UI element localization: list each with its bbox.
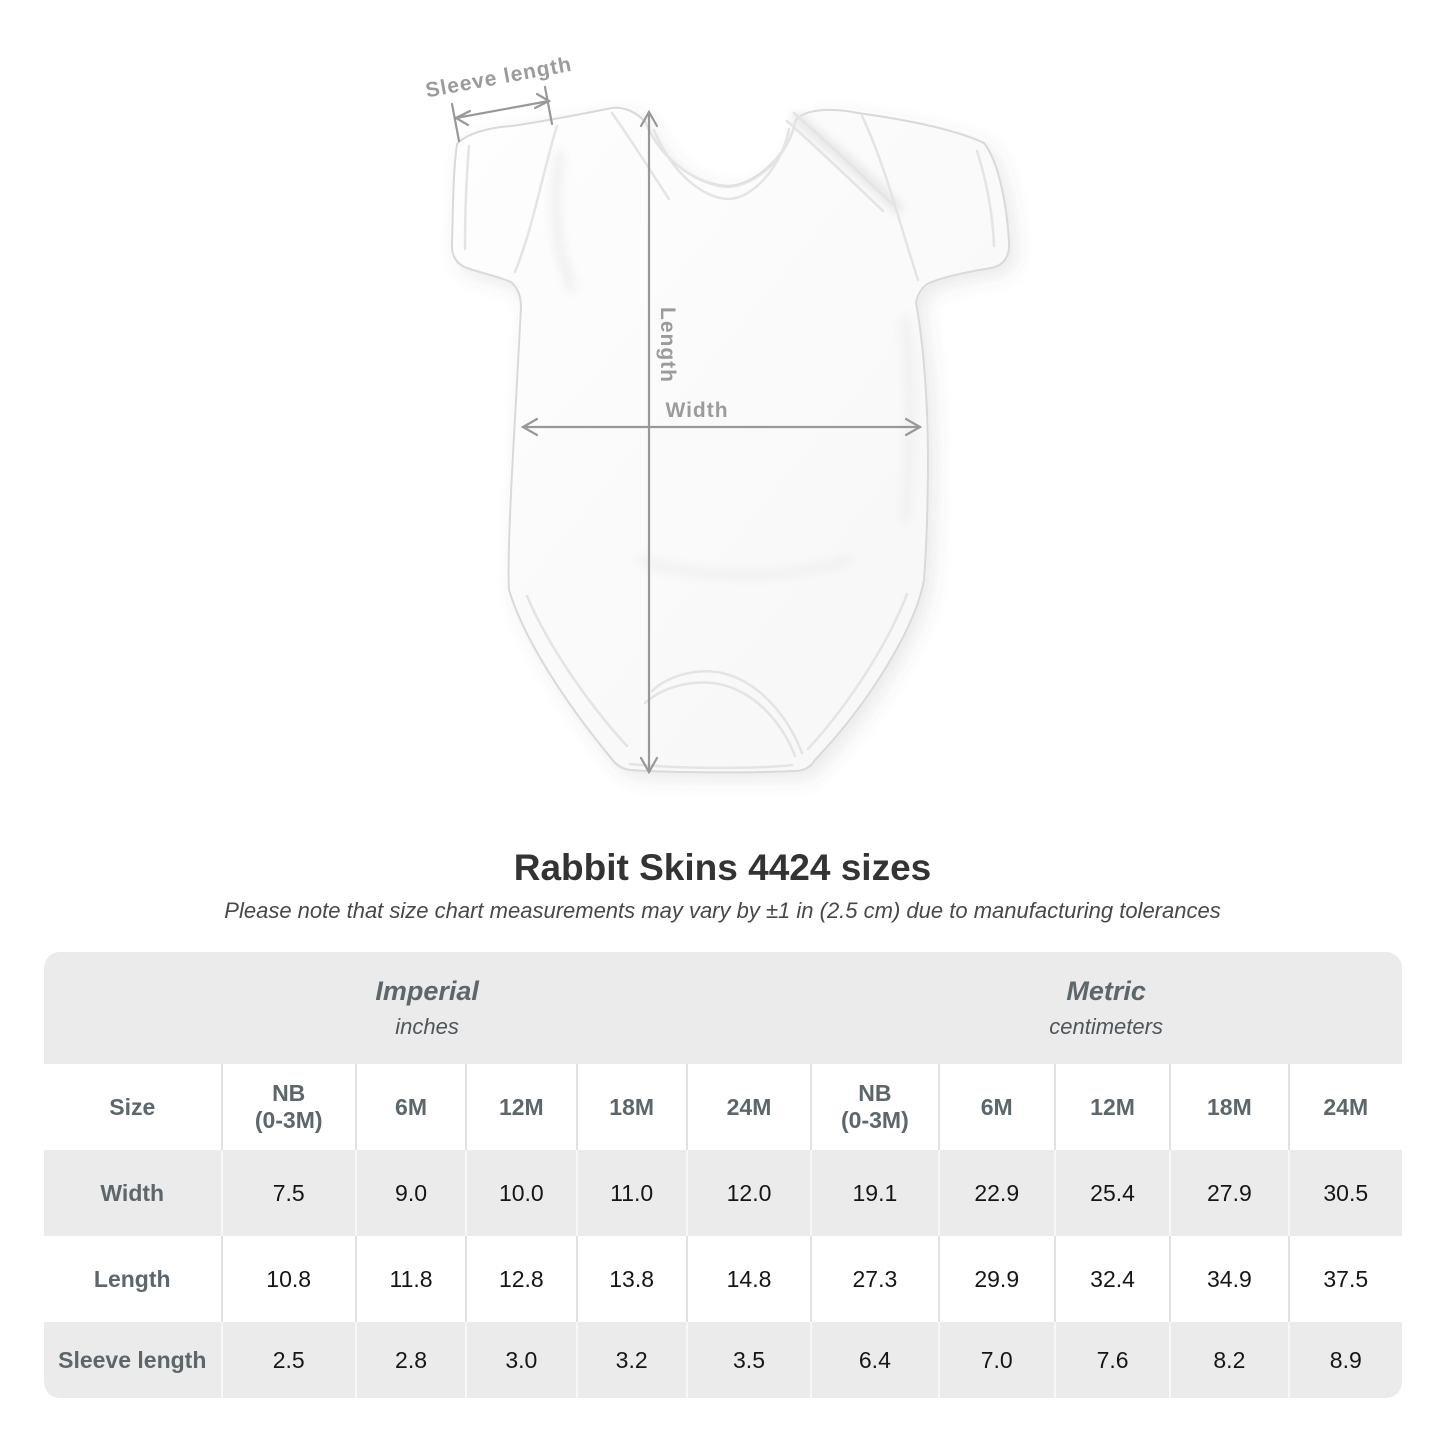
table-cell: 19.1 [810, 1150, 938, 1236]
table-row-sleeve-length: Sleeve length 2.5 2.8 3.0 3.2 3.5 6.4 7.… [44, 1322, 1402, 1398]
imperial-unit: inches [395, 1014, 459, 1039]
column-header-12m-imperial: 12M [465, 1064, 576, 1150]
bodysuit-size-diagram: Sleeve length Length Width [424, 53, 1011, 775]
table-cell: 7.5 [220, 1150, 355, 1236]
table-row-width: Width 7.5 9.0 10.0 11.0 12.0 19.1 22.9 2… [44, 1150, 1402, 1236]
table-cell: 10.0 [465, 1150, 576, 1236]
table-cell: 13.8 [575, 1236, 686, 1322]
width-label: Width [665, 399, 728, 422]
column-header-size: Size [44, 1064, 221, 1150]
table-row-length: Length 10.8 11.8 12.8 13.8 14.8 27.3 29.… [44, 1236, 1402, 1322]
table-cell: 7.0 [937, 1322, 1054, 1398]
column-header-6m-imperial: 6M [354, 1064, 466, 1150]
bodysuit-outline [450, 106, 1011, 774]
sleeve-length-arrow [450, 85, 554, 143]
table-cell: 8.9 [1287, 1322, 1402, 1398]
measurement-annotations [450, 85, 923, 775]
imperial-section-header: Imperial inches [44, 952, 811, 1064]
row-label-length: Length [44, 1236, 221, 1322]
metric-unit: centimeters [1049, 1014, 1163, 1039]
table-cell: 3.0 [465, 1322, 576, 1398]
column-header-18m-imperial: 18M [575, 1064, 686, 1150]
size-chart-container: Imperial inches Metric centimeters Size … [44, 952, 1402, 1398]
table-cell: 37.5 [1287, 1236, 1402, 1322]
table-cell: 25.4 [1053, 1150, 1170, 1236]
sleeve-length-label: Sleeve length [424, 53, 574, 103]
length-label: Length [656, 307, 679, 383]
table-cell: 8.2 [1169, 1322, 1288, 1398]
table-cell: 12.0 [685, 1150, 811, 1236]
table-cell: 3.5 [685, 1322, 811, 1398]
column-header-24m-imperial: 24M [685, 1064, 811, 1150]
column-header-24m-metric: 24M [1287, 1064, 1402, 1150]
row-label-sleeve-length: Sleeve length [44, 1322, 221, 1398]
column-header-6m-metric: 6M [937, 1064, 1054, 1150]
table-cell: 12.8 [465, 1236, 576, 1322]
table-cell: 2.8 [354, 1322, 466, 1398]
table-cell: 6.4 [810, 1322, 938, 1398]
column-header-nb-metric: NB (0-3M) [810, 1064, 938, 1150]
tolerance-note: Please note that size chart measurements… [224, 898, 1221, 923]
table-cell: 14.8 [685, 1236, 811, 1322]
table-cell: 22.9 [937, 1150, 1054, 1236]
table-cell: 32.4 [1053, 1236, 1170, 1322]
table-cell: 27.3 [810, 1236, 938, 1322]
table-cell: 2.5 [220, 1322, 355, 1398]
column-header-row: Size NB (0-3M) 6M 12M 18M 24M NB (0-3M) … [44, 1064, 1402, 1150]
column-header-18m-metric: 18M [1169, 1064, 1288, 1150]
width-arrow [520, 417, 923, 437]
column-header-nb-imperial: NB (0-3M) [220, 1064, 355, 1150]
bodysuit-illustration [450, 106, 1011, 774]
column-header-12m-metric: 12M [1053, 1064, 1170, 1150]
table-cell: 11.8 [354, 1236, 466, 1322]
table-cell: 29.9 [937, 1236, 1054, 1322]
imperial-label: Imperial [375, 976, 479, 1006]
table-cell: 30.5 [1287, 1150, 1402, 1236]
seam-lines [463, 111, 996, 770]
metric-label: Metric [1066, 976, 1146, 1006]
row-label-width: Width [44, 1150, 221, 1236]
page-title: Rabbit Skins 4424 sizes [513, 847, 932, 888]
table-cell: 3.2 [575, 1322, 686, 1398]
table-cell: 34.9 [1169, 1236, 1288, 1322]
table-cell: 7.6 [1053, 1322, 1170, 1398]
table-cell: 27.9 [1169, 1150, 1288, 1236]
size-chart-table: Imperial inches Metric centimeters Size … [44, 952, 1402, 1398]
length-arrow [639, 109, 659, 775]
table-cell: 11.0 [575, 1150, 686, 1236]
table-cell: 9.0 [354, 1150, 466, 1236]
unit-section-row: Imperial inches Metric centimeters [44, 952, 1402, 1064]
table-cell: 10.8 [220, 1236, 355, 1322]
metric-section-header: Metric centimeters [810, 952, 1402, 1064]
